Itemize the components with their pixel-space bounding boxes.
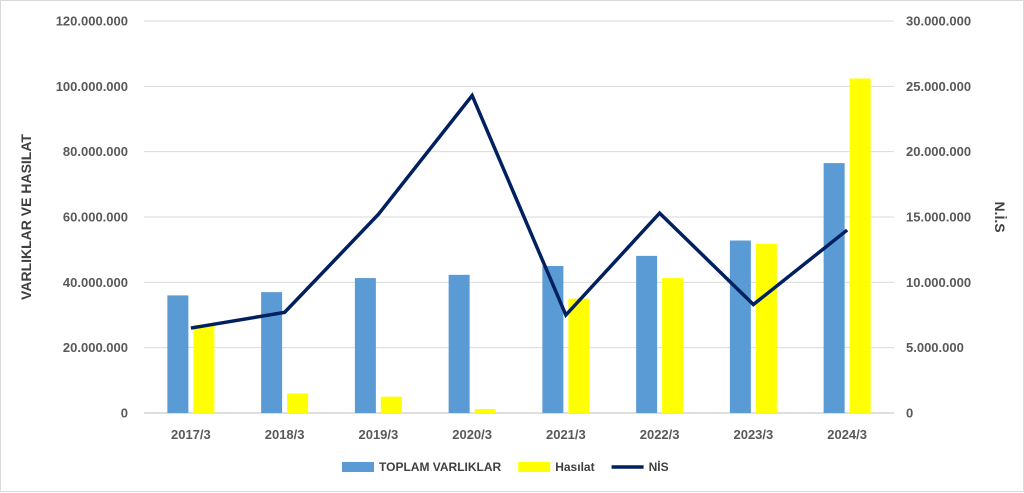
nis-line-series	[190, 92, 849, 330]
legend-label: TOPLAM VARLIKLAR	[379, 460, 502, 474]
right-axis-ticks: 0 5.000.000 10.000.000 15.000.000 20.000.000…	[906, 14, 971, 421]
x-tick-label: 2020/3	[452, 427, 492, 442]
bar-hasilat	[755, 243, 777, 413]
legend-swatch	[518, 462, 551, 472]
right-tick-label: 0	[906, 406, 913, 421]
left-tick-label: 40.000.000	[63, 275, 128, 290]
x-tick-label: 2024/3	[827, 427, 867, 442]
bar-hasilat	[662, 278, 684, 413]
gridlines	[144, 20, 894, 414]
right-tick-label: 10.000.000	[906, 275, 971, 290]
right-tick-label: 25.000.000	[906, 79, 971, 94]
x-tick-label: 2018/3	[265, 427, 305, 442]
left-tick-label: 80.000.000	[63, 144, 128, 159]
bar-toplam-varliklar	[636, 255, 658, 413]
legend-swatch	[342, 462, 374, 472]
left-tick-label: 20.000.000	[63, 340, 128, 355]
bar-hasilat	[380, 396, 402, 413]
legend: TOPLAM VARLIKLAR Hasılat NİS	[342, 459, 669, 474]
nis-line	[190, 92, 849, 330]
left-tick-label: 100.000.000	[56, 79, 128, 94]
x-tick-label: 2019/3	[358, 427, 398, 442]
x-tick-label: 2017/3	[171, 427, 211, 442]
left-tick-label: 120.000.000	[56, 14, 128, 29]
bar-toplam-varliklar	[261, 292, 283, 413]
x-tick-label: 2023/3	[733, 427, 773, 442]
bar-hasilat	[287, 393, 309, 413]
bar-hasilat	[193, 324, 215, 413]
x-tick-label: 2022/3	[640, 427, 680, 442]
bar-toplam-varliklar	[823, 163, 845, 413]
bar-toplam-varliklar	[167, 295, 189, 413]
bar-toplam-varliklar	[448, 274, 470, 413]
right-tick-label: 5.000.000	[906, 340, 964, 355]
bar-toplam-varliklar	[729, 240, 751, 413]
bar-toplam-varliklar	[542, 266, 564, 413]
right-tick-label: 20.000.000	[906, 144, 971, 159]
bar-toplam-varliklar	[354, 278, 376, 413]
left-axis-ticks: 0 20.000.000 40.000.000 60.000.000 80.000.00…	[56, 14, 128, 421]
bars	[167, 78, 871, 413]
x-axis-ticks: 2017/3 2018/3 2019/3 2020/3 2021/3 2022/3 2023…	[171, 427, 867, 442]
bar-hasilat	[474, 409, 496, 413]
legend-label: Hasılat	[555, 460, 594, 474]
legend-label: NİS	[649, 459, 669, 474]
left-axis-title: VARLIKLAR VE HASILAT	[18, 134, 34, 300]
right-axis-title: N.İ.S	[992, 201, 1008, 232]
x-tick-label: 2021/3	[546, 427, 586, 442]
left-tick-label: 60.000.000	[63, 210, 128, 225]
bar-hasilat	[568, 298, 590, 413]
right-tick-label: 15.000.000	[906, 210, 971, 225]
bar-hasilat	[849, 78, 871, 413]
left-tick-label: 0	[121, 406, 128, 421]
right-tick-label: 30.000.000	[906, 14, 971, 29]
